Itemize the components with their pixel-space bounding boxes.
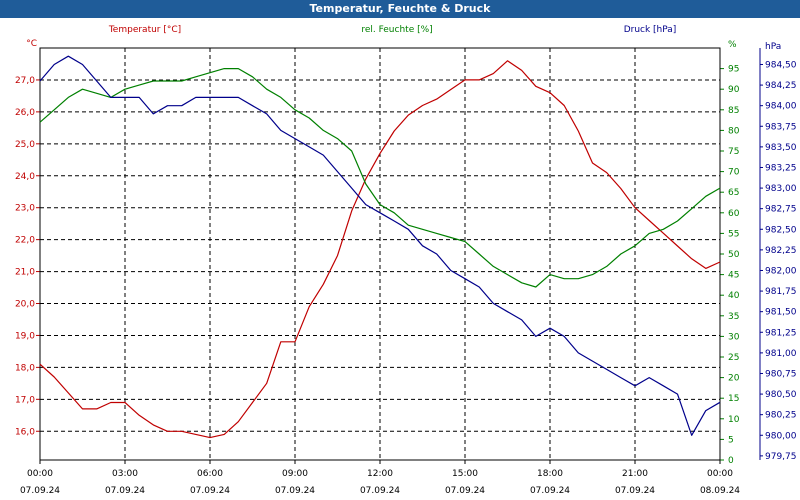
pressure-tick-label: 982,25: [765, 246, 797, 256]
temperature-tick-label: 25,0: [15, 140, 35, 150]
pressure-tick-label: 984,50: [765, 60, 797, 70]
x-tick-time: 09:00: [282, 469, 308, 479]
humidity-tick-label: 95: [728, 65, 739, 75]
pressure-tick-label: 980,50: [765, 390, 797, 400]
temperature-tick-label: 22,0: [15, 236, 35, 246]
humidity-tick-label: 85: [728, 106, 739, 116]
humidity-tick-label: 45: [728, 271, 739, 281]
pressure-tick-label: 982,75: [765, 205, 797, 215]
pressure-tick-label: 980,00: [765, 431, 797, 441]
humidity-tick-label: 70: [728, 168, 740, 178]
temperature-tick-label: 24,0: [15, 172, 35, 182]
temperature-unit-label: °C: [26, 39, 37, 49]
x-tick-time: 12:00: [367, 469, 393, 479]
temperature-tick-label: 16,0: [15, 427, 35, 437]
x-tick-date: 07.09.24: [275, 486, 315, 496]
x-tick-time: 00:00: [27, 469, 53, 479]
chart-labels: 00:00 07.09.24 03:00 07.09.24 06:00 07.09.24 0…: [15, 25, 797, 496]
chart-series: [39, 55, 721, 439]
humidity-tick-label: 55: [728, 229, 739, 239]
humidity-tick-label: 10: [728, 415, 740, 425]
pressure-tick-label: 979,75: [765, 452, 797, 462]
plot-frame: [39, 47, 721, 461]
humidity-tick-label: 0: [728, 456, 734, 466]
chart-grid: [40, 48, 720, 460]
humidity-tick-label: 75: [728, 147, 739, 157]
humidity-series-line: [39, 67, 721, 288]
x-tick-time: 03:00: [112, 469, 138, 479]
pressure-series-line: [39, 55, 721, 436]
legend-entry: rel. Feuchte [%]: [361, 25, 432, 35]
pressure-tick-label: 981,00: [765, 349, 797, 359]
temperature-tick-label: 26,0: [15, 108, 35, 118]
humidity-tick-label: 40: [728, 291, 740, 301]
pressure-tick-label: 983,50: [765, 143, 797, 153]
humidity-tick-label: 60: [728, 209, 740, 219]
x-tick-date: 07.09.24: [190, 486, 230, 496]
pressure-tick-label: 983,75: [765, 122, 797, 132]
x-tick-time: 15:00: [452, 469, 478, 479]
chart-title: Temperatur, Feuchte & Druck: [0, 0, 800, 18]
x-tick-date: 07.09.24: [360, 486, 400, 496]
pressure-tick-label: 981,75: [765, 287, 797, 297]
x-tick-time: 21:00: [622, 469, 648, 479]
x-tick-time: 18:00: [537, 469, 563, 479]
legend-entry: Druck [hPa]: [624, 25, 677, 35]
legend-entry: Temperatur [°C]: [108, 25, 181, 35]
humidity-tick-label: 50: [728, 250, 740, 260]
humidity-tick-label: 5: [728, 435, 734, 445]
humidity-tick-label: 65: [728, 188, 739, 198]
chart-area: 00:00 07.09.24 03:00 07.09.24 06:00 07.09.24 0…: [15, 25, 797, 496]
x-tick-time: 06:00: [197, 469, 223, 479]
x-tick-date: 07.09.24: [105, 486, 145, 496]
humidity-tick-label: 25: [728, 353, 739, 363]
temperature-tick-label: 19,0: [15, 331, 35, 341]
humidity-tick-label: 90: [728, 85, 740, 95]
pressure-tick-label: 984,00: [765, 102, 797, 112]
temperature-tick-label: 21,0: [15, 268, 35, 278]
pressure-tick-label: 980,75: [765, 369, 797, 379]
x-tick-date: 07.09.24: [615, 486, 655, 496]
temperature-tick-label: 20,0: [15, 300, 35, 310]
temperature-tick-label: 17,0: [15, 395, 35, 405]
pressure-tick-label: 980,25: [765, 411, 797, 421]
humidity-tick-label: 15: [728, 394, 739, 404]
x-tick-time: 00:00: [707, 469, 733, 479]
x-tick-date: 07.09.24: [530, 486, 570, 496]
humidity-unit-label: %: [728, 40, 737, 50]
pressure-tick-label: 981,50: [765, 308, 797, 318]
humidity-tick-label: 20: [728, 374, 740, 384]
pressure-tick-label: 982,50: [765, 225, 797, 235]
x-tick-date: 07.09.24: [20, 486, 60, 496]
humidity-tick-label: 30: [728, 332, 740, 342]
x-tick-date: 08.09.24: [700, 486, 740, 496]
pressure-unit-label: hPa: [765, 42, 781, 52]
temperature-tick-label: 27,0: [15, 76, 35, 86]
humidity-tick-label: 80: [728, 126, 740, 136]
pressure-tick-label: 982,00: [765, 266, 797, 276]
temperature-tick-label: 18,0: [15, 363, 35, 373]
temperature-series-line: [39, 60, 721, 439]
humidity-tick-label: 35: [728, 312, 739, 322]
chart-axes: [36, 47, 763, 464]
pressure-tick-label: 981,25: [765, 328, 797, 338]
x-tick-date: 07.09.24: [445, 486, 485, 496]
temperature-tick-label: 23,0: [15, 204, 35, 214]
pressure-tick-label: 984,25: [765, 81, 797, 91]
pressure-tick-label: 983,00: [765, 184, 797, 194]
pressure-tick-label: 983,25: [765, 163, 797, 173]
